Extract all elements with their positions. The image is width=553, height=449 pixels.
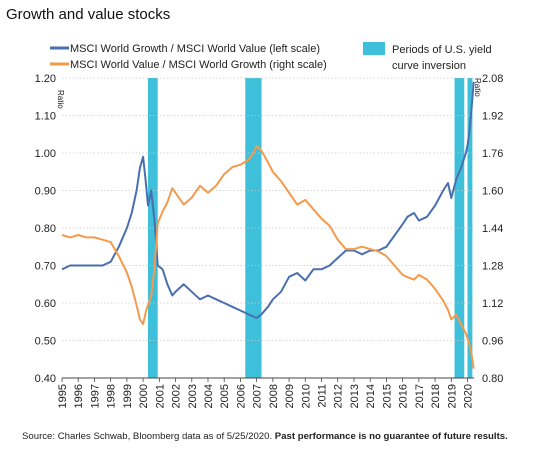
x-tick-label: 2018 bbox=[430, 384, 442, 408]
inversion-band-1 bbox=[245, 78, 262, 378]
left-axis-ticks: 0.40 0.50 0.60 0.70 0.80 0.90 1.00 1.10 1.20 bbox=[35, 73, 56, 385]
legend-inversion-label-2: curve inversion bbox=[392, 60, 466, 72]
footer: Source: Charles Schwab, Bloomberg data a… bbox=[22, 431, 508, 442]
legend-value-label: MSCI World Value / MSCI World Growth (ri… bbox=[70, 59, 327, 71]
right-tick-label: 1.60 bbox=[482, 186, 503, 198]
right-tick-label: 1.44 bbox=[482, 223, 503, 235]
right-tick-label: 0.80 bbox=[482, 373, 503, 385]
inversion-bands bbox=[147, 78, 473, 378]
right-axis-label: Ratio bbox=[473, 78, 482, 97]
right-tick-label: 1.76 bbox=[482, 148, 503, 160]
x-tick-label: 2020 bbox=[463, 384, 475, 408]
x-tick-label: 2007 bbox=[252, 384, 264, 408]
x-tick-label: 2006 bbox=[235, 384, 247, 408]
footer-note: Past performance is no guarantee of futu… bbox=[274, 431, 508, 442]
x-tick-label: 2017 bbox=[414, 384, 426, 408]
left-tick-label: 0.70 bbox=[35, 261, 56, 273]
inversion-band-3 bbox=[467, 78, 473, 378]
gridlines bbox=[62, 77, 474, 379]
x-tick-label: 1995 bbox=[57, 384, 69, 408]
legend-inversion-label-1: Periods of U.S. yield bbox=[392, 44, 492, 56]
x-tick-label: 2016 bbox=[398, 384, 410, 408]
right-tick-label: 0.96 bbox=[482, 336, 503, 348]
x-axis-ticks: 1995 1996 1997 1998 1999 2000 2001 2002 2003 2004… bbox=[57, 378, 475, 408]
x-tick-label: 2012 bbox=[333, 384, 345, 408]
x-tick-label: 2001 bbox=[154, 384, 166, 408]
right-tick-label: 1.92 bbox=[482, 111, 503, 123]
chart: 0.40 0.50 0.60 0.70 0.80 0.90 1.00 1.10 1.20 0.8… bbox=[35, 42, 503, 408]
left-tick-label: 0.80 bbox=[35, 223, 56, 235]
chart-title: Growth and value stocks bbox=[6, 6, 171, 23]
legend: MSCI World Growth / MSCI World Value (le… bbox=[50, 42, 492, 72]
left-tick-label: 1.00 bbox=[35, 148, 56, 160]
x-tick-label: 2019 bbox=[446, 384, 458, 408]
x-tick-label: 1998 bbox=[106, 384, 118, 408]
right-tick-label: 2.08 bbox=[482, 73, 503, 85]
x-tick-label: 2004 bbox=[203, 384, 215, 408]
x-tick-label: 2013 bbox=[349, 384, 361, 408]
x-tick-label: 1997 bbox=[89, 384, 101, 408]
inversion-band-0 bbox=[147, 78, 158, 378]
left-tick-label: 0.40 bbox=[35, 373, 56, 385]
right-tick-label: 1.28 bbox=[482, 261, 503, 273]
left-tick-label: 0.60 bbox=[35, 298, 56, 310]
x-tick-label: 2010 bbox=[300, 384, 312, 408]
left-tick-label: 1.10 bbox=[35, 111, 56, 123]
series-line-growth bbox=[61, 81, 475, 319]
right-axis-ticks: 0.80 0.96 1.12 1.28 1.44 1.60 1.76 1.92 2.08 bbox=[482, 73, 503, 385]
inversion-band-2 bbox=[454, 78, 465, 378]
left-axis-label: Ratio bbox=[56, 90, 65, 109]
legend-growth-label: MSCI World Growth / MSCI World Value (le… bbox=[70, 43, 320, 55]
x-tick-label: 1999 bbox=[122, 384, 134, 408]
right-tick-label: 1.12 bbox=[482, 298, 503, 310]
x-tick-label: 2002 bbox=[171, 384, 183, 408]
x-tick-label: 2015 bbox=[381, 384, 393, 408]
left-tick-label: 1.20 bbox=[35, 73, 56, 85]
left-tick-label: 0.50 bbox=[35, 336, 56, 348]
x-tick-label: 2009 bbox=[284, 384, 296, 408]
x-tick-label: 2011 bbox=[317, 384, 329, 408]
x-tick-label: 2005 bbox=[219, 384, 231, 408]
x-tick-label: 2000 bbox=[138, 384, 150, 408]
legend-inversion-swatch bbox=[363, 42, 385, 55]
series-lines bbox=[61, 81, 475, 369]
left-tick-label: 0.90 bbox=[35, 186, 56, 198]
x-tick-label: 2008 bbox=[268, 384, 280, 408]
x-tick-label: 2003 bbox=[187, 384, 199, 408]
series-line-value bbox=[61, 145, 475, 369]
x-tick-label: 2014 bbox=[365, 384, 377, 408]
footer-source: Source: Charles Schwab, Bloomberg data a… bbox=[22, 431, 273, 442]
x-tick-label: 1996 bbox=[73, 384, 85, 408]
